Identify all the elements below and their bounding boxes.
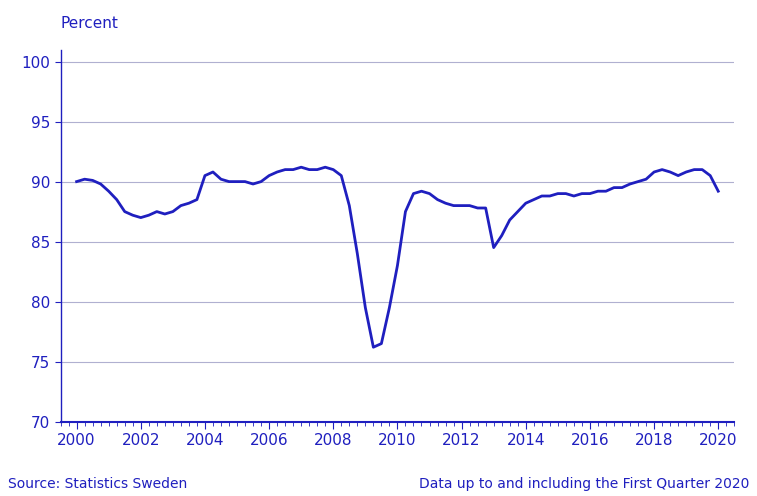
Text: Data up to and including the First Quarter 2020: Data up to and including the First Quart… — [419, 477, 749, 491]
Text: Percent: Percent — [61, 16, 118, 31]
Text: Source: Statistics Sweden: Source: Statistics Sweden — [8, 477, 187, 491]
